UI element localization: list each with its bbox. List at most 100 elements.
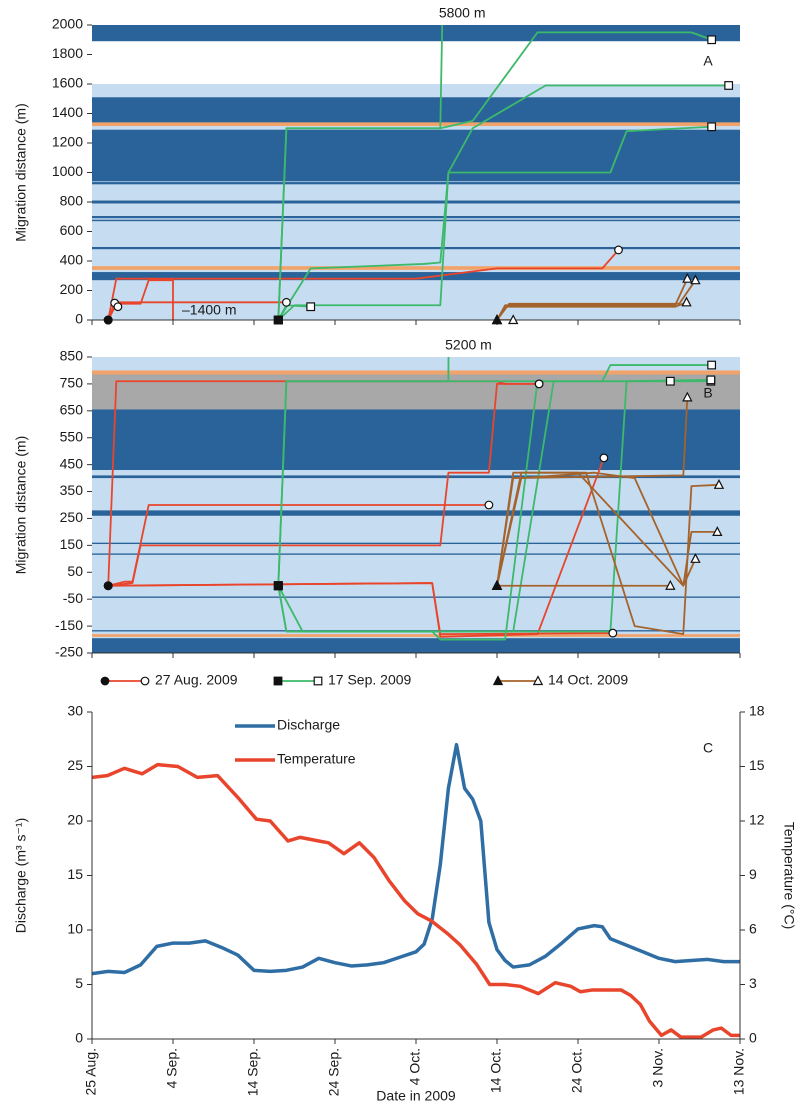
habitat-band [92, 542, 740, 545]
marker [282, 297, 291, 307]
series-line [496, 301, 687, 320]
habitat-band [92, 216, 740, 219]
y-tick-label: 0 [75, 311, 83, 327]
habitat-band [92, 553, 740, 555]
marker [484, 500, 494, 510]
y-tick-label: 20 [67, 812, 83, 828]
y-tick-label: 750 [60, 375, 84, 391]
panel-label: C [703, 740, 713, 756]
legend-label: Temperature [277, 751, 356, 767]
marker [491, 314, 503, 325]
marker [103, 315, 113, 325]
value-label: 5200 m [445, 337, 492, 353]
marker [103, 581, 113, 591]
y-tick-label: 2000 [52, 16, 83, 32]
y-tick-label: 30 [67, 703, 83, 719]
x-tick-label: 24 Sep. [326, 1048, 342, 1096]
x-tick-label: 24 Oct. [569, 1048, 585, 1093]
series-line [496, 471, 719, 636]
series-line [92, 762, 740, 1039]
marker [273, 315, 283, 325]
y-tick-label: 1600 [52, 75, 83, 91]
legend-label: 27 Aug. 2009 [155, 672, 238, 688]
x-tick-label: 25 Aug. [83, 1048, 99, 1096]
marker [100, 676, 110, 686]
y-tick-label: 15 [67, 866, 83, 882]
marker [665, 376, 675, 386]
habitat-band [92, 370, 740, 375]
y-tick-label: 5 [75, 975, 83, 991]
panel-label: A [703, 53, 713, 69]
habitat-band [92, 25, 740, 42]
habitat-band [92, 475, 740, 479]
marker [273, 676, 283, 686]
y2-tick-label: 15 [749, 757, 765, 773]
marker [306, 302, 316, 312]
marker [614, 245, 623, 255]
y-tick-label: 350 [60, 482, 84, 498]
y-tick-label: -50 [63, 590, 83, 606]
x-tick-label: 13 Nov. [731, 1048, 747, 1095]
x-tick-label: 14 Sep. [245, 1048, 261, 1096]
marker [508, 314, 519, 325]
y2-tick-label: 18 [749, 703, 765, 719]
habitat-band [92, 638, 740, 653]
marker [608, 628, 618, 638]
marker [682, 391, 693, 402]
series-line [496, 471, 718, 587]
marker [140, 676, 150, 686]
legend-label: 17 Sep. 2009 [328, 672, 412, 688]
plot-area [92, 25, 740, 320]
series-line [107, 249, 620, 320]
x-tick-label: 4 Sep. [164, 1048, 180, 1088]
series-line [496, 471, 697, 587]
y2-tick-label: 3 [749, 975, 757, 991]
series-line [108, 582, 613, 636]
habitat-band [92, 129, 740, 182]
y-tick-label: -150 [55, 617, 83, 633]
habitat-band [92, 510, 740, 516]
marker [713, 479, 725, 489]
plot-area [92, 742, 740, 1039]
marker [707, 122, 717, 132]
marker [313, 676, 323, 686]
y2-axis-label: Temperature (°C) [781, 822, 797, 930]
habitat-band [92, 200, 740, 204]
y2-tick-label: 6 [749, 921, 757, 937]
habitat-band [92, 219, 740, 222]
y-tick-label: 1800 [52, 45, 83, 61]
habitat-band [92, 266, 740, 270]
habitat-band [92, 182, 740, 185]
marker [690, 274, 701, 285]
y-tick-label: 1000 [52, 163, 83, 179]
y-tick-label: 1200 [52, 134, 83, 150]
marker [273, 581, 283, 591]
y-tick-label: 1400 [52, 104, 83, 120]
series-line [92, 742, 740, 976]
value-label: 5800 m [439, 5, 486, 21]
series-line [496, 279, 697, 320]
y2-tick-label: 0 [749, 1030, 757, 1046]
value-label: –1400 m [182, 302, 236, 318]
marker [707, 35, 717, 45]
y-tick-label: 250 [60, 509, 84, 525]
y2-tick-label: 9 [749, 866, 757, 882]
habitat-band [92, 246, 740, 250]
y-tick-label: 10 [67, 921, 83, 937]
series-line [108, 383, 540, 587]
marker [113, 302, 123, 312]
habitat-band [92, 122, 740, 127]
x-tick-label: 4 Oct. [407, 1048, 423, 1085]
y-tick-label: 150 [60, 536, 84, 552]
marker [712, 526, 723, 537]
marker [599, 453, 609, 463]
y-tick-label: 50 [67, 563, 83, 579]
legend-label: 14 Oct. 2009 [548, 672, 628, 688]
x-tick-label: 3 Nov. [650, 1048, 666, 1087]
habitat-band [92, 373, 740, 410]
marker [690, 553, 701, 563]
plot-area [92, 357, 740, 653]
y-tick-label: 850 [60, 348, 84, 364]
marker [534, 379, 544, 389]
